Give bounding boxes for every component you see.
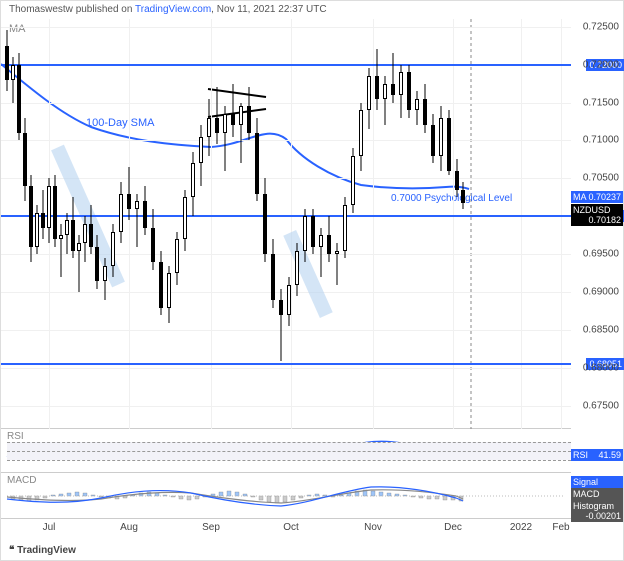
x-tick: Dec	[444, 522, 462, 533]
horizontal-level: 0.68051	[1, 363, 571, 365]
y-tick: 0.71000	[583, 135, 619, 146]
rsi-pane[interactable]: RSI	[1, 429, 571, 473]
price-pane[interactable]: 100-Day SMA 0.7000 Psychological Level 0…	[1, 19, 571, 429]
psych-level-annotation: 0.7000 Psychological Level	[391, 193, 512, 204]
x-tick: Oct	[283, 522, 299, 533]
sma-annotation: 100-Day SMA	[86, 117, 154, 129]
x-tick: Aug	[120, 522, 138, 533]
x-tick: Jul	[43, 522, 56, 533]
site-link[interactable]: TradingView.com	[135, 4, 211, 15]
x-axis: Jul Aug Sep Oct Nov Dec 2022 Feb	[1, 519, 571, 541]
y-tick: 0.72500	[583, 21, 619, 32]
macd-overlay	[1, 473, 571, 519]
brand-label: ❝ TradingView	[9, 545, 76, 556]
y-tick: 0.71500	[583, 97, 619, 108]
y-tick: 0.67500	[583, 401, 619, 412]
rsi-dash	[7, 460, 571, 461]
x-tick: Sep	[202, 522, 220, 533]
horizontal-level: 0.72000	[1, 64, 571, 66]
rsi-tag: RSI41.59	[571, 449, 623, 461]
chart-container: Thomaswestw published on TradingView.com…	[0, 0, 624, 561]
y-tick: 0.68500	[583, 325, 619, 336]
y-tick: 0.68000	[583, 363, 619, 374]
y-tick: 0.69500	[583, 249, 619, 260]
author-name: Thomaswestw	[9, 4, 73, 15]
x-tick: Feb	[552, 522, 569, 533]
rsi-dash	[7, 451, 571, 452]
tradingview-icon: ❝	[9, 545, 14, 556]
y-tick: 0.69000	[583, 287, 619, 298]
macd-tag: Histogram-0.00201	[571, 500, 623, 522]
y-tick: 0.70500	[583, 173, 619, 184]
y-axis: 0.675000.680000.685000.690000.695000.700…	[569, 19, 623, 519]
price-tag: MA0.70237	[571, 191, 623, 203]
rsi-dash	[7, 442, 571, 443]
x-tick: 2022	[510, 522, 532, 533]
timestamp: Nov 11, 2021 22:37 UTC	[217, 4, 327, 15]
published-word: published on	[76, 4, 133, 15]
chart-header: Thomaswestw published on TradingView.com…	[9, 4, 327, 15]
macd-pane[interactable]: MACD	[1, 473, 571, 519]
horizontal-level: 0.70000	[1, 215, 571, 217]
y-tick: 0.72000	[583, 59, 619, 70]
x-tick: Nov	[364, 522, 382, 533]
price-tag: NZDUSD0.70182	[571, 204, 623, 226]
